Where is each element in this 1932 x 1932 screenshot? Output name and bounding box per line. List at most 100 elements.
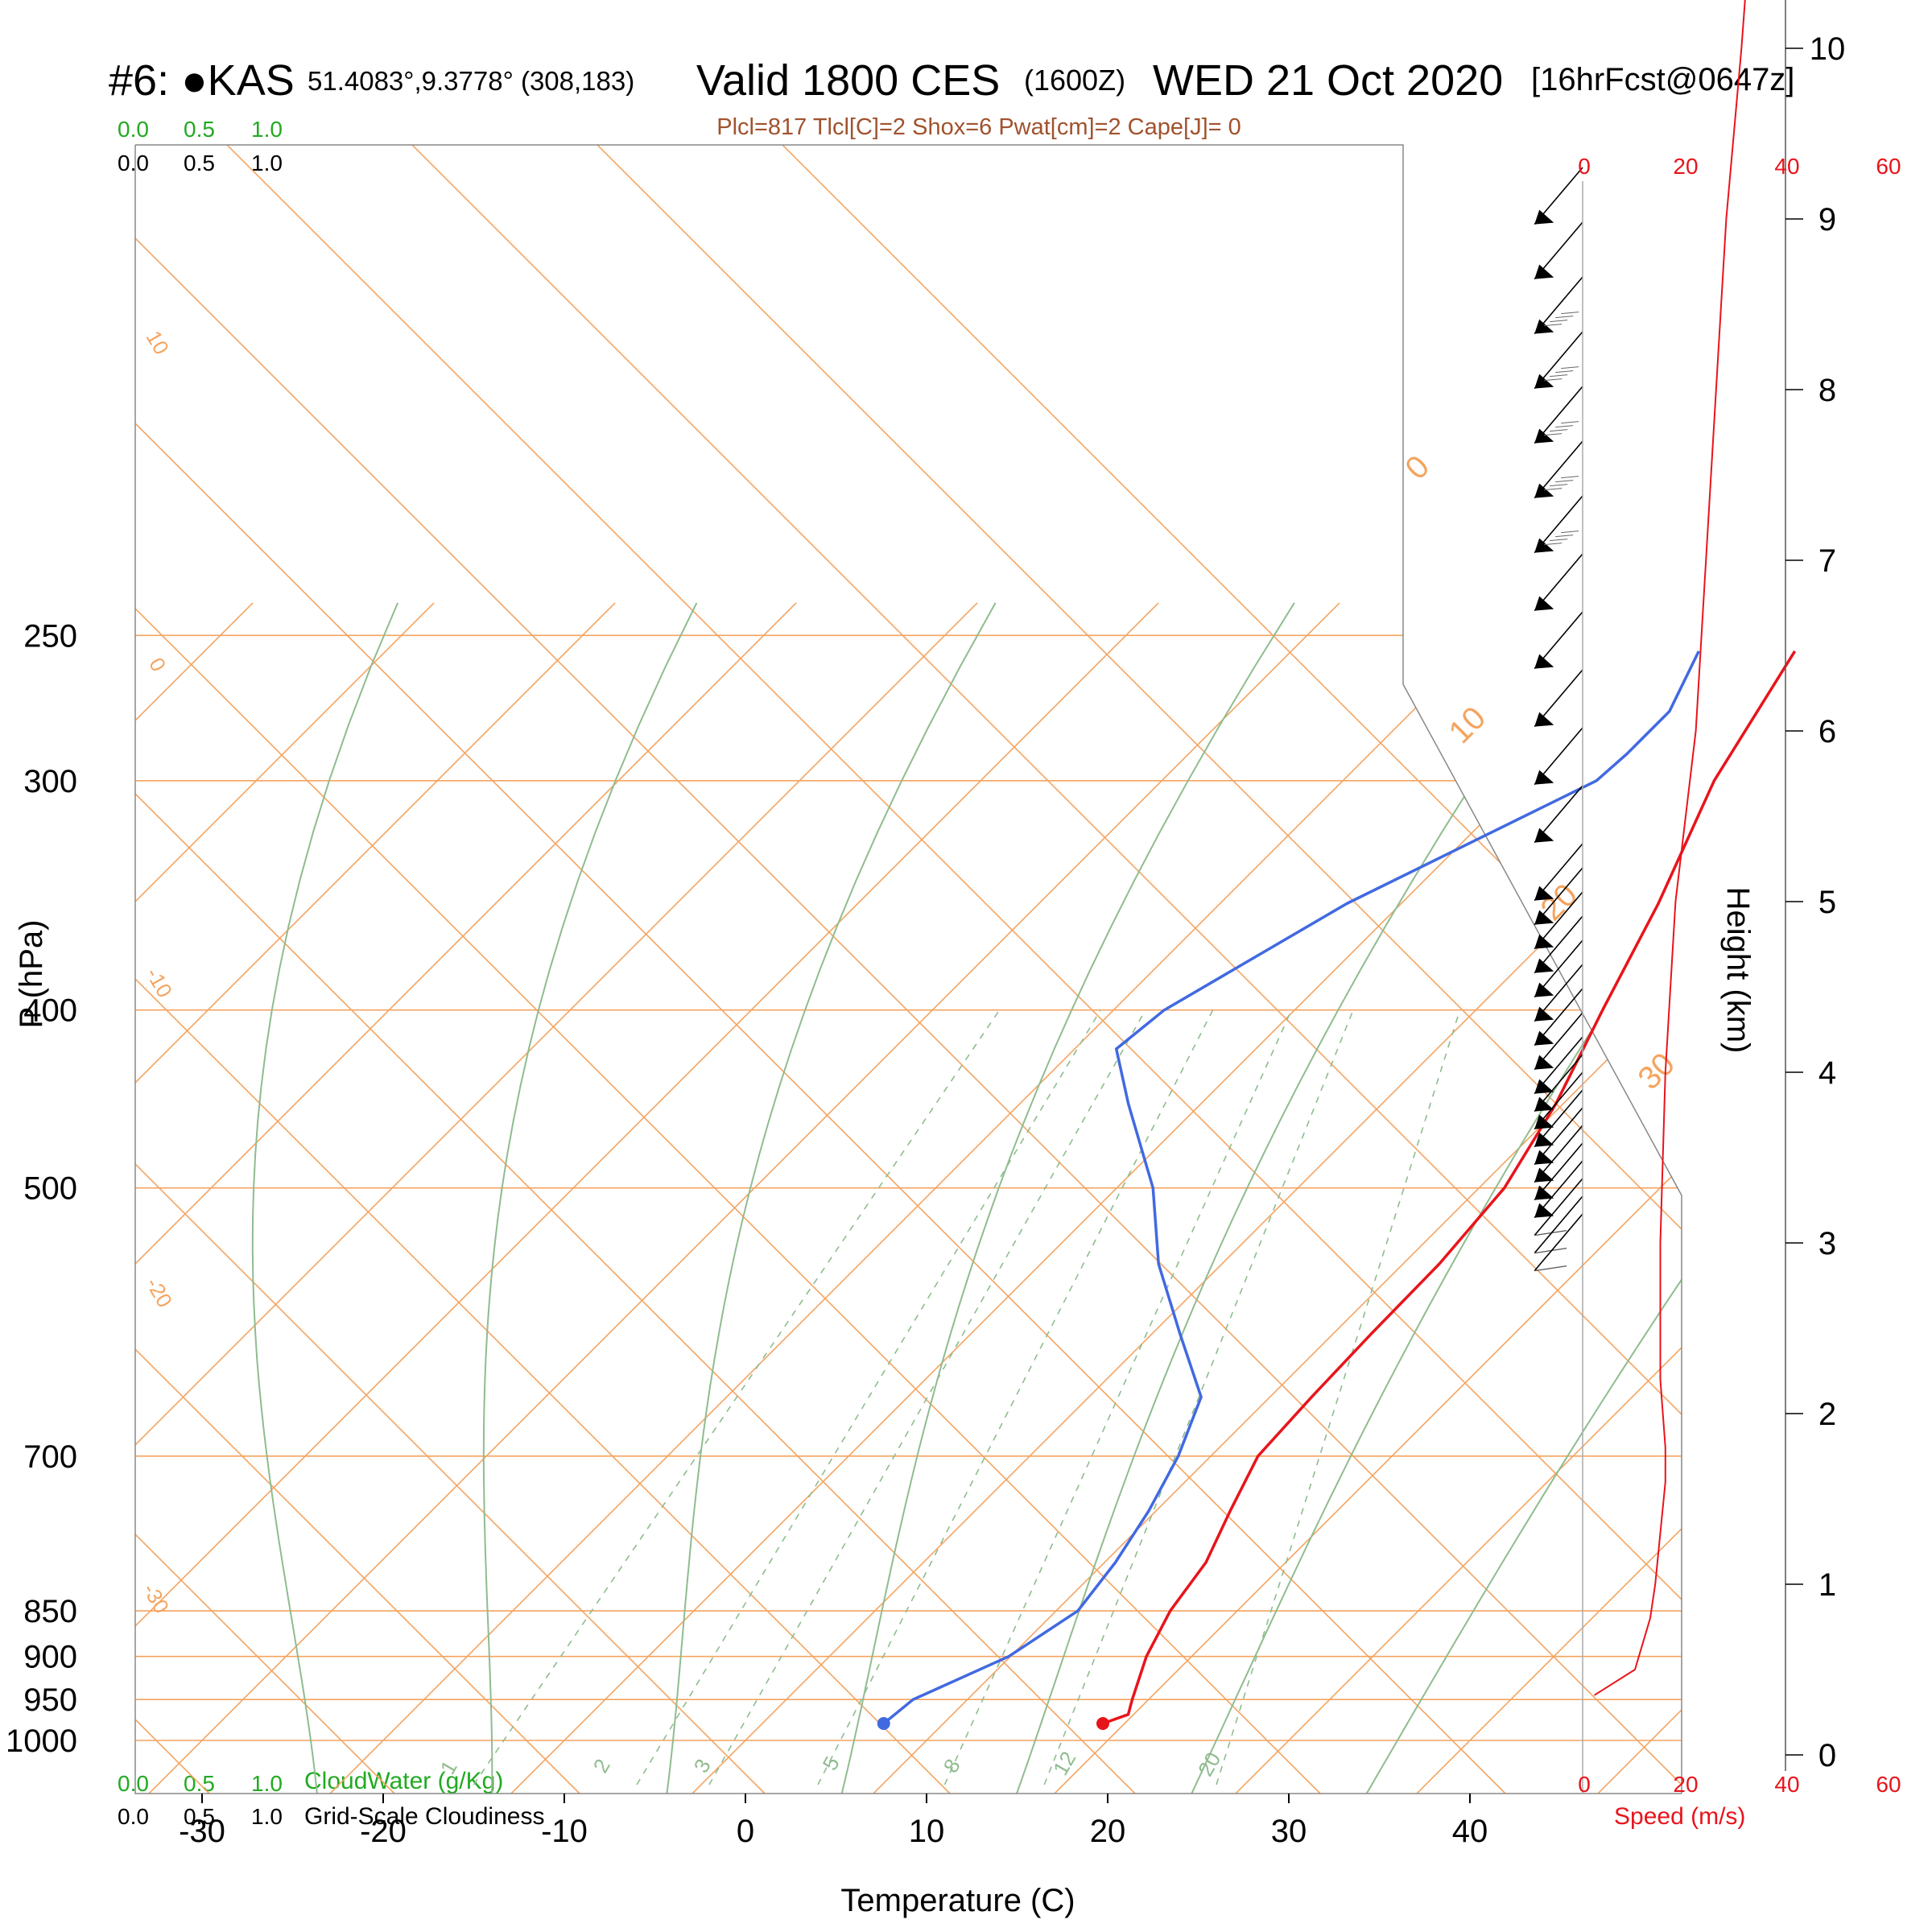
wind-barb-feather: [1555, 535, 1574, 538]
height-tick-label: 10: [1810, 31, 1846, 67]
x-tick-label: 20: [1090, 1814, 1126, 1849]
pressure-tick-label: 400: [23, 993, 77, 1029]
wind-barb-feather: [1561, 530, 1579, 534]
dry-adiabat-line: [369, 145, 1682, 1794]
speed-tick-label-top: 0: [1578, 154, 1591, 179]
wind-barb-pennant: [1534, 958, 1554, 973]
wind-barb-pennant: [1534, 1079, 1554, 1094]
wind-barb-pennant: [1534, 934, 1554, 949]
isotherm-line: [135, 602, 616, 1794]
moist-adiabat-line: [665, 602, 997, 1794]
dry-adiabat-line: [135, 145, 951, 1794]
wind-barb-feather: [1550, 374, 1568, 378]
moist-adiabat-line: [1360, 602, 1682, 1794]
isotherm-line: [1757, 603, 1932, 1816]
cloudwater-scale-top: 0.0 0.5 1.0 0.0 0.5 1.0: [118, 117, 283, 175]
isotherm-edge-label: -10: [141, 964, 177, 1002]
isotherm-line: [1212, 602, 1682, 1794]
height-tick-label: 7: [1818, 543, 1836, 579]
wind-barb-feather: [1544, 324, 1563, 327]
wind-barb-feather: [1555, 316, 1574, 319]
isotherm-label: 30: [1632, 1046, 1682, 1097]
mixing-ratio-label: 8: [939, 1755, 965, 1777]
pressure-tick-label: 900: [23, 1640, 77, 1675]
wind-barb-feather: [1544, 488, 1563, 491]
wind-barb-pennant: [1534, 264, 1554, 279]
surface-temperature-marker: [1096, 1716, 1110, 1730]
wind-barbs: [1534, 167, 1583, 1794]
valid-time-label: Valid 1800 CES: [696, 56, 1000, 105]
y-axis-title: P (hPa): [14, 920, 49, 1029]
cloudwater-label: CloudWater (g/Kg): [304, 1768, 503, 1794]
speed-tick-label-top: 60: [1876, 154, 1901, 179]
wind-barb-pennant: [1534, 886, 1554, 901]
wind-barb-pennant: [1534, 483, 1554, 498]
moist-adiabat-line: [482, 602, 698, 1794]
wind-barb-pennant: [1534, 1150, 1554, 1165]
pressure-tick-label: 850: [23, 1594, 77, 1629]
x-tick-label: -30: [179, 1814, 225, 1849]
date-label: WED 21 Oct 2020: [1153, 56, 1503, 105]
isotherm-label: 0: [1398, 448, 1436, 486]
mixing-ratio-line: [1043, 1009, 1354, 1785]
wind-barb-feather: [1561, 312, 1579, 315]
cloudwater-tick: 0.0: [118, 117, 149, 142]
mixing-ratio-label: 2: [588, 1755, 615, 1777]
wind-barb-pennant: [1534, 428, 1554, 444]
wind-barb-pennant: [1534, 712, 1554, 727]
plot-border: [134, 145, 1682, 1794]
dry-adiabat-line: [555, 145, 1682, 1794]
isotherm-line: [669, 602, 1682, 1794]
dry-adiabat-line: [135, 145, 1506, 1794]
cloudiness-tick: 0.5: [184, 1804, 215, 1829]
wind-barb-staff: [1534, 1195, 1583, 1254]
wind-barb-feather: [1544, 543, 1563, 546]
cloudiness-tick: 0.0: [118, 151, 149, 175]
wind-barb-feather: [1550, 429, 1568, 432]
isotherm-edge-label: -30: [138, 1579, 174, 1618]
wind-barb-pennant: [1534, 1167, 1554, 1183]
wind-barb-feather: [1544, 433, 1563, 436]
wind-barb-pennant: [1534, 770, 1554, 785]
wind-barb-pennant: [1534, 1203, 1554, 1218]
coords-label: 51.4083°,9.3778° (308,183): [308, 66, 634, 96]
isotherm-line: [488, 602, 1682, 1794]
isotherm-line: [135, 602, 435, 1794]
mixing-ratio-line: [817, 1009, 1214, 1785]
wind-barb-pennant: [1534, 1185, 1554, 1200]
x-tick-label: 40: [1452, 1814, 1488, 1849]
dry-adiabat-line: [135, 145, 580, 1794]
mixing-ratio-line: [473, 1009, 1001, 1785]
wind-barb-feather: [1534, 1230, 1567, 1236]
isotherm-label: 10: [1443, 700, 1493, 751]
plot-border-skewed: [135, 144, 1682, 1794]
height-tick-label: 2: [1818, 1397, 1836, 1432]
speed-tick-label-bottom: 60: [1876, 1772, 1901, 1797]
height-tick-label: 5: [1818, 885, 1836, 920]
dry-adiabat-line: [135, 145, 395, 1794]
cloudiness-tick: 0.5: [184, 151, 215, 175]
indices-label: Plcl=817 Tlcl[C]=2 Shox=6 Pwat[cm]=2 Cap…: [716, 114, 1241, 140]
mixing-ratio-label: 20: [1193, 1748, 1225, 1780]
wind-barb-pennant: [1534, 374, 1554, 389]
dewpoint-line: [882, 650, 1700, 1725]
x-axis-title: Temperature (C): [840, 1883, 1075, 1918]
wind-barb-staff: [1534, 1178, 1583, 1236]
wind-barb-pennant: [1534, 1132, 1554, 1147]
pressure-tick-label: 1000: [6, 1724, 77, 1759]
isotherm-edge-label: -20: [141, 1274, 177, 1312]
temperature-line: [1102, 650, 1797, 1725]
speed-tick-label-bottom: 0: [1578, 1772, 1591, 1797]
mixing-ratio-line: [636, 1009, 1101, 1785]
moist-adiabat-line: [1013, 602, 1594, 1794]
x-tick-label: -20: [360, 1814, 407, 1849]
sounding-profiles: [877, 650, 1797, 1730]
wind-barb-feather: [1550, 320, 1568, 323]
x-tick-label: -10: [541, 1814, 588, 1849]
wind-barb-feather: [1550, 484, 1568, 487]
isotherm-line: [135, 602, 1159, 1794]
x-tick-label: 30: [1271, 1814, 1307, 1849]
cloudiness-tick: 1.0: [251, 1804, 283, 1829]
wind-barb-feather: [1561, 476, 1579, 479]
